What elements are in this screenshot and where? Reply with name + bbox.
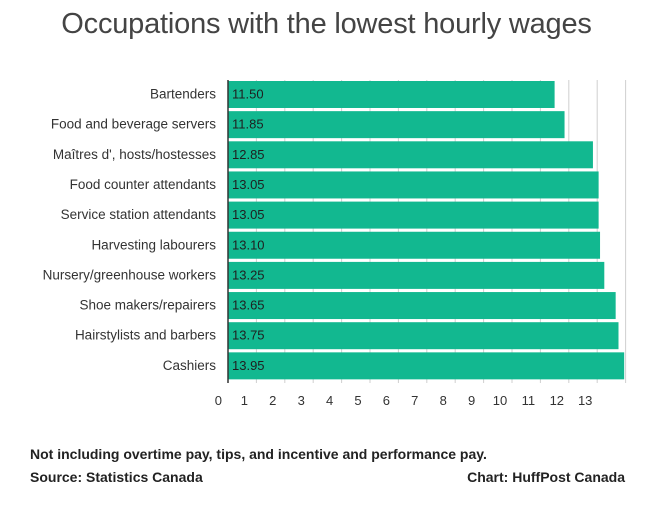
x-tick-label: 2 bbox=[269, 393, 276, 408]
x-tick-label: 3 bbox=[298, 393, 305, 408]
bar bbox=[228, 81, 555, 108]
category-labels: Bartenders Food and beverage servers Maîtr… bbox=[43, 87, 217, 373]
data-label: 13.25 bbox=[232, 267, 265, 282]
bar bbox=[228, 292, 616, 320]
x-tick-label: 11 bbox=[522, 393, 536, 408]
data-label: 13.05 bbox=[232, 207, 265, 222]
category-label: Shoe makers/repairers bbox=[79, 298, 216, 313]
x-tick-label: 4 bbox=[326, 393, 333, 408]
data-label: 11.85 bbox=[232, 117, 264, 132]
x-tick-labels: 0 1 2 3 4 5 6 7 8 9 10 11 12 13 bbox=[215, 393, 593, 408]
source-text: Source: Statistics Canada bbox=[30, 469, 203, 485]
x-tick-label: 12 bbox=[550, 393, 564, 408]
x-tick-label: 7 bbox=[411, 393, 418, 408]
category-label: Harvesting labourers bbox=[91, 237, 216, 252]
x-tick-label: 0 bbox=[215, 393, 222, 408]
footnote: Not including overtime pay, tips, and in… bbox=[30, 446, 487, 462]
x-tick-label: 13 bbox=[578, 393, 592, 408]
data-label: 13.10 bbox=[232, 237, 265, 252]
bar-chart-area: Bartenders Food and beverage servers Maîtr… bbox=[0, 70, 653, 420]
data-label: 11.50 bbox=[232, 87, 264, 102]
category-label: Bartenders bbox=[150, 87, 216, 102]
bar bbox=[228, 261, 605, 289]
chart-credit: Chart: HuffPost Canada bbox=[467, 469, 625, 485]
bar bbox=[228, 141, 593, 169]
bars bbox=[228, 81, 625, 380]
category-label: Nursery/greenhouse workers bbox=[43, 267, 217, 282]
bar bbox=[228, 171, 599, 199]
bar-chart: Bartenders Food and beverage servers Maîtr… bbox=[43, 80, 627, 408]
data-label: 12.85 bbox=[232, 147, 265, 162]
chart-title: Occupations with the lowest hourly wages bbox=[61, 8, 592, 40]
data-label: 13.75 bbox=[232, 328, 265, 343]
category-label: Food and beverage servers bbox=[51, 117, 216, 132]
category-label: Maîtres d', hosts/hostesses bbox=[53, 147, 216, 162]
bar bbox=[228, 352, 625, 380]
x-tick-label: 5 bbox=[354, 393, 361, 408]
x-tick-label: 6 bbox=[383, 393, 390, 408]
data-label: 13.05 bbox=[232, 177, 265, 192]
bar bbox=[228, 231, 601, 259]
data-label: 13.95 bbox=[232, 358, 265, 373]
x-tick-label: 9 bbox=[468, 393, 475, 408]
bar bbox=[228, 111, 565, 139]
x-tick-label: 8 bbox=[440, 393, 447, 408]
bar bbox=[228, 201, 599, 229]
category-label: Service station attendants bbox=[61, 207, 217, 222]
category-label: Hairstylists and barbers bbox=[75, 328, 216, 343]
source-credit-row: Source: Statistics Canada Chart: HuffPos… bbox=[30, 469, 625, 485]
data-label: 13.65 bbox=[232, 298, 265, 313]
category-label: Cashiers bbox=[163, 358, 217, 373]
x-tick-label: 10 bbox=[493, 393, 507, 408]
bar bbox=[228, 322, 619, 350]
category-label: Food counter attendants bbox=[70, 177, 217, 192]
data-labels: 11.50 11.85 12.85 13.05 13.05 13.10 13.25 13.65… bbox=[232, 87, 265, 373]
x-tick-label: 1 bbox=[241, 393, 248, 408]
